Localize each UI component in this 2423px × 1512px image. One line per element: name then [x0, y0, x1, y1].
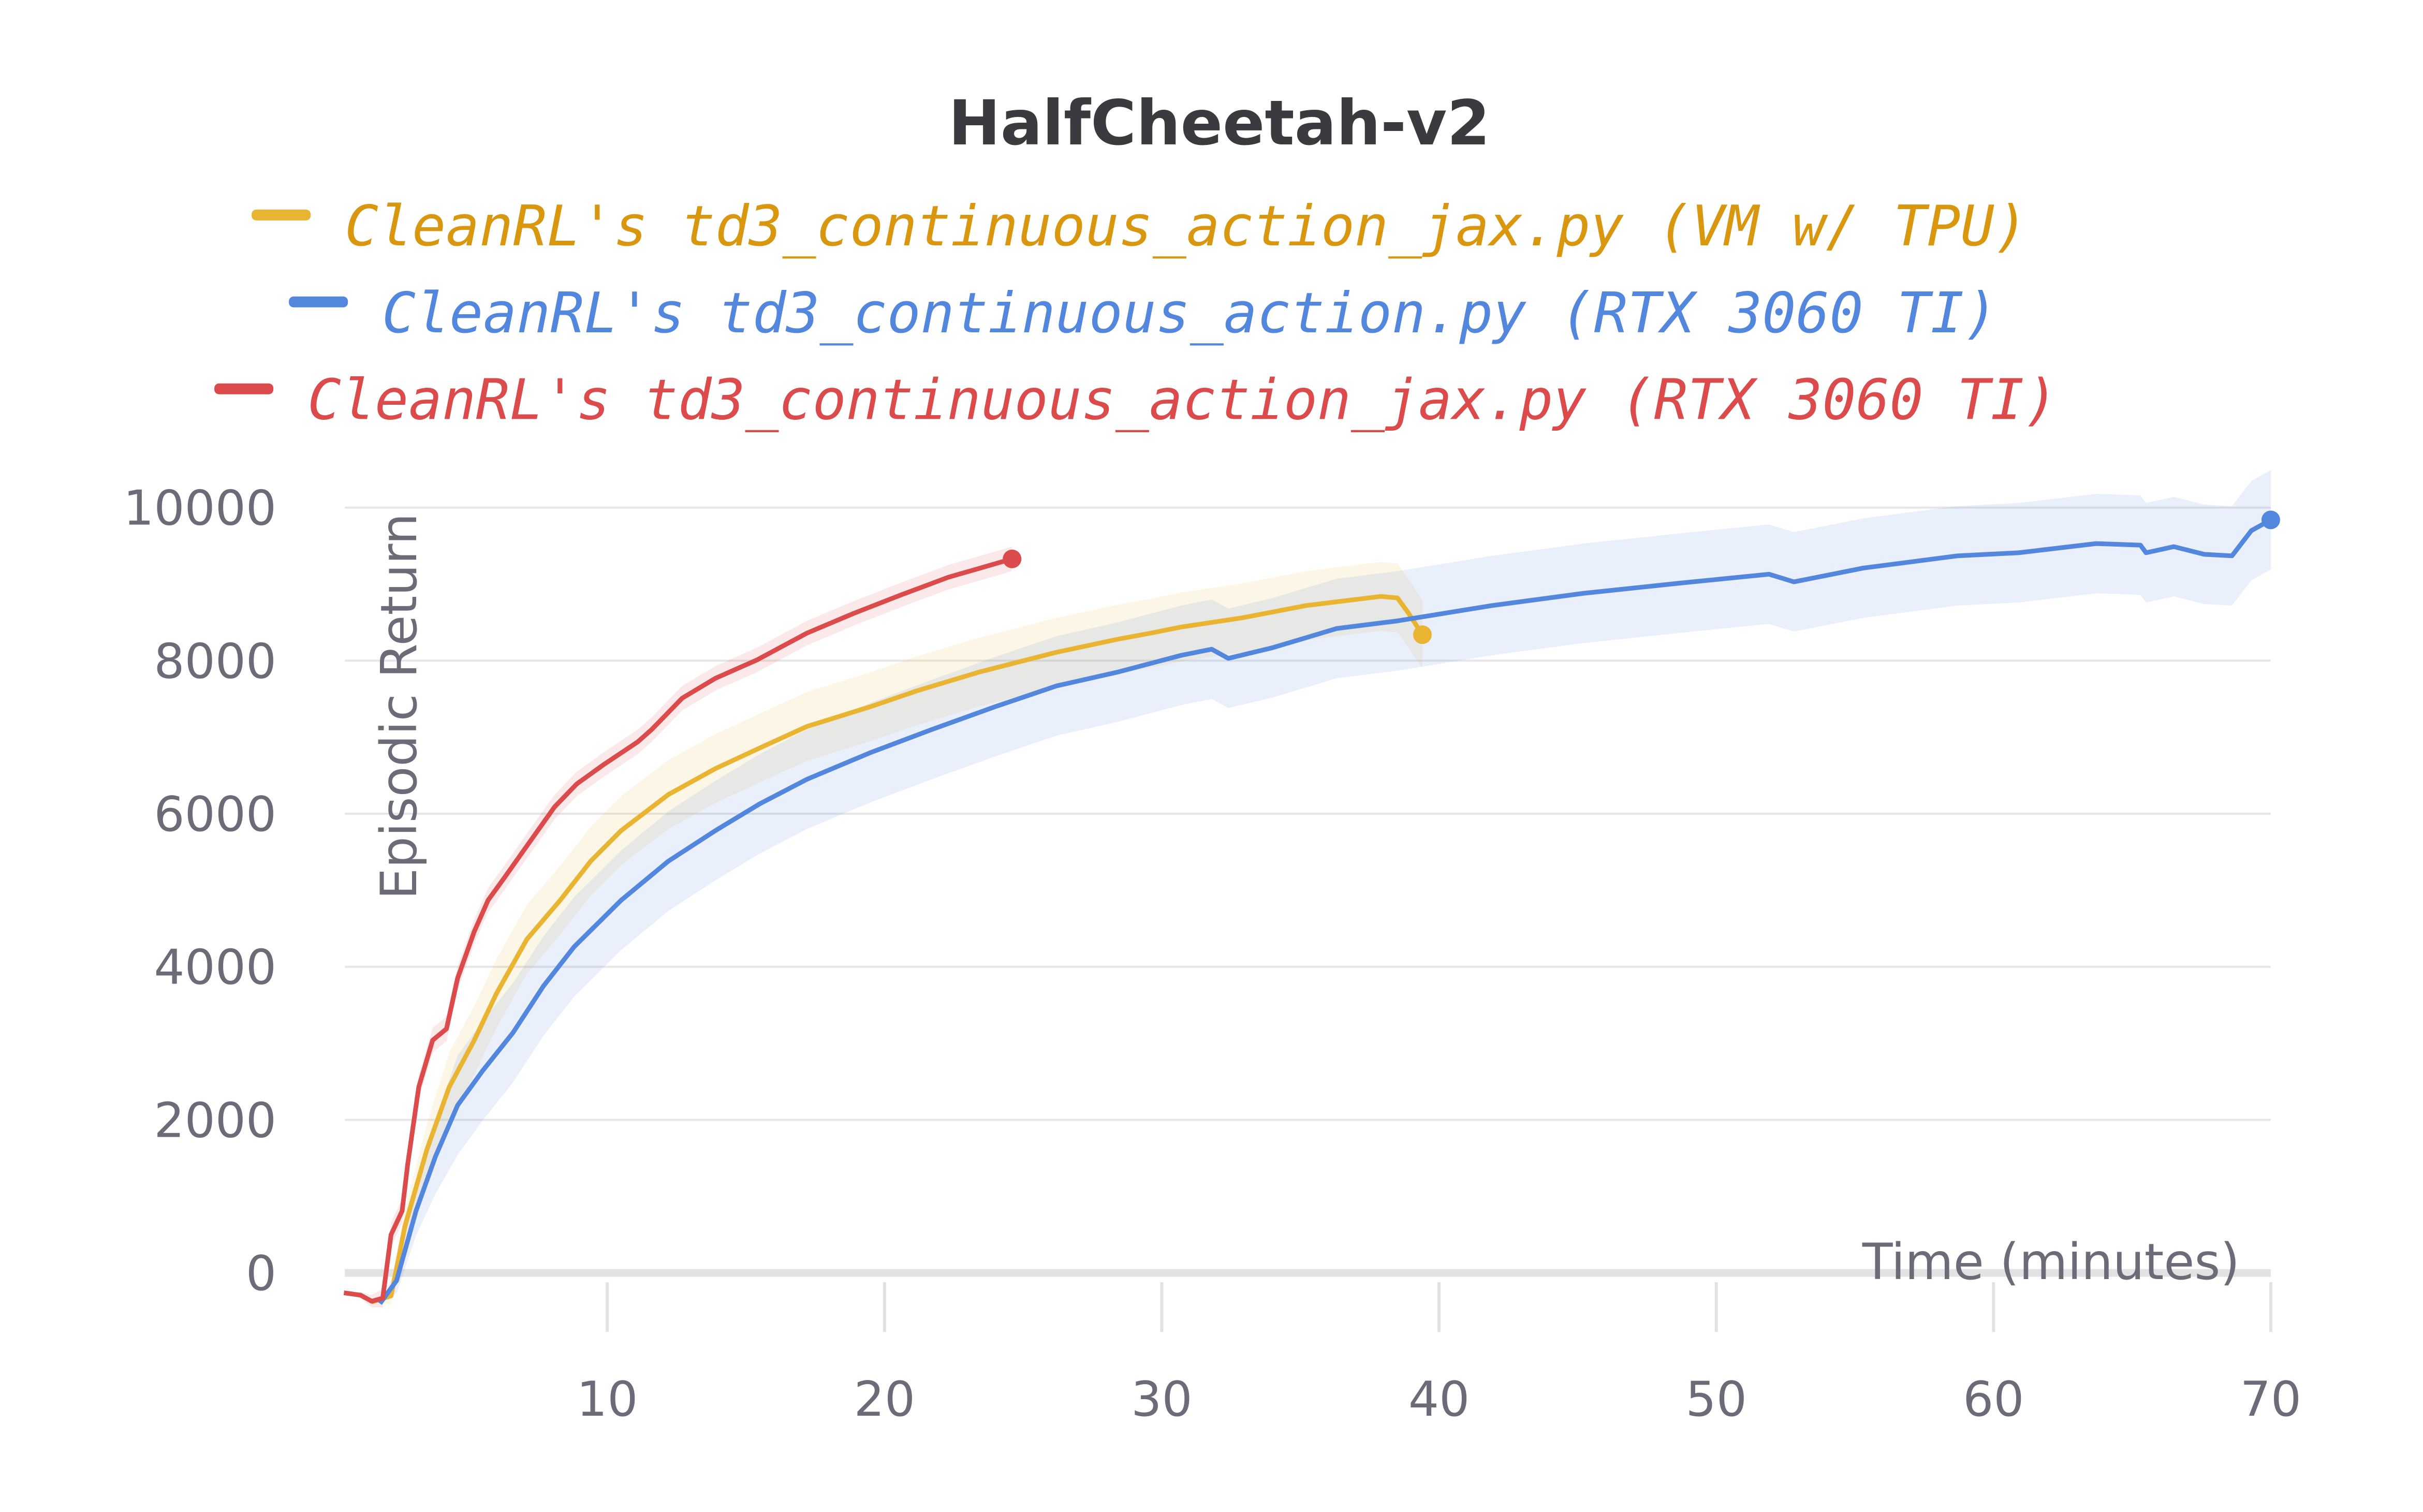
legend-label-2: CleanRL's td3_continuous_action_jax.py (… — [307, 368, 2058, 433]
legend-label-0: CleanRL's td3_continuous_action_jax.py (… — [345, 194, 2028, 259]
x-tick-label: 40 — [1408, 1371, 1470, 1427]
legend-label-1: CleanRL's td3_continuous_action.py (RTX … — [382, 281, 1998, 346]
x-tick-label: 30 — [1131, 1371, 1192, 1427]
y-axis-label: Episodic Return — [370, 513, 428, 899]
legend-swatch-1 — [289, 296, 348, 307]
x-tick-label: 60 — [1963, 1371, 2024, 1427]
y-tick-label: 0 — [246, 1245, 276, 1301]
x-tick-label: 50 — [1686, 1371, 1747, 1427]
x-axis-label: Time (minutes) — [1862, 1233, 2240, 1291]
y-tick-label: 4000 — [154, 940, 276, 995]
y-tick-label: 2000 — [154, 1092, 276, 1148]
series-line-1 — [378, 518, 2272, 1305]
x-tick-label: 20 — [854, 1371, 915, 1427]
legend-swatch-0 — [252, 209, 311, 221]
x-tick-label: 10 — [577, 1371, 638, 1427]
series-line-2 — [343, 556, 1013, 1304]
legend: CleanRL's td3_continuous_action_jax.py (… — [214, 194, 2058, 433]
series-lines — [343, 510, 2280, 1305]
chart-title: HalfCheetah-v2 — [948, 87, 1490, 159]
grid — [345, 506, 2272, 1332]
y-tick-label: 6000 — [154, 786, 276, 842]
series-endpoint-1 — [2261, 510, 2280, 530]
y-tick-label: 10000 — [123, 480, 276, 536]
series-endpoint-2 — [1003, 549, 1022, 568]
tick-labels: 0 2000 4000 6000 8000 10000 10 20 30 40 50 60 70 — [123, 480, 2301, 1427]
series-endpoint-0 — [1413, 625, 1432, 644]
series-line-0 — [371, 594, 1425, 1304]
x-tick-label: 70 — [2240, 1371, 2301, 1427]
confidence-band-1 — [380, 470, 2271, 1304]
y-tick-label: 8000 — [154, 633, 276, 689]
legend-swatch-2 — [214, 383, 274, 394]
